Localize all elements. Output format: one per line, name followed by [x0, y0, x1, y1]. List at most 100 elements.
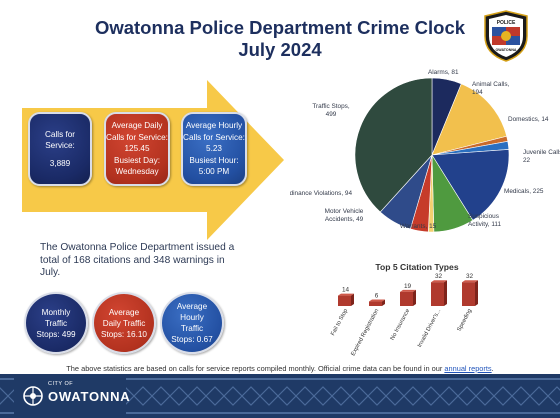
pattern-diamond: [457, 386, 477, 406]
pattern-diamond: [331, 386, 351, 406]
pattern-diamond: [241, 386, 261, 406]
calls-for-service-box: Calls for Service: 3,889: [28, 112, 92, 186]
bar-expired-registration: [369, 301, 382, 306]
pattern-diamond: [295, 386, 315, 406]
daily-traffic-circle: Average Daily Traffic Stops: 16.10: [92, 292, 156, 354]
annual-reports-link[interactable]: annual reports: [444, 364, 492, 373]
daily-traffic-l1: Average: [108, 307, 140, 317]
pattern-diamond: [511, 386, 531, 406]
bar-fail-to-stop: [338, 295, 351, 306]
bar-category-2: No Insurance: [390, 308, 411, 341]
bar-value-2: 19: [404, 283, 412, 290]
pie-slice-traffic-stops: [354, 77, 433, 213]
pie-label-motor-vehicle-accidents: Motor Vehicle Accidents, 49: [325, 208, 364, 223]
average-daily-box: Average Daily Calls for Service: 125.45 …: [104, 112, 170, 186]
pie-label-juvenile-calls: Juvenile Calls,22: [523, 149, 560, 164]
pattern-diamond: [223, 386, 243, 406]
bar-category-1: Expired Registration: [350, 308, 380, 357]
bar-top-0: [338, 293, 354, 296]
pattern-diamond: [133, 386, 153, 406]
hourly-label-1: Average Hourly: [185, 121, 243, 131]
pie-slice-medicals: [431, 149, 510, 221]
pie-label-warrants: Warrants, 15: [400, 223, 437, 230]
pattern-diamond: [385, 386, 405, 406]
pattern-diamond: [547, 386, 560, 406]
pattern-diamond: [403, 386, 423, 406]
monthly-l3: Stops: 499: [36, 329, 76, 339]
pattern-diamond: [205, 386, 225, 406]
bar-category-3: Invalid Driver's...: [417, 308, 443, 349]
footer-note: The above statistics are based on calls …: [0, 364, 560, 373]
daily-label-2: Calls for Service:: [106, 132, 168, 142]
daily-value: 125.45: [124, 144, 150, 154]
bar-top-4: [462, 280, 478, 283]
pie-label-suspicious-activity: Suspicious Activity, 111: [468, 213, 501, 228]
logo-city-text: CITY OF: [48, 381, 74, 387]
pattern-line-bottom: [0, 412, 560, 414]
footer-bar: [0, 374, 560, 418]
pattern-diamond: [0, 387, 9, 405]
hourly-traffic-l1: Average: [176, 302, 208, 311]
busiest-day-value: Wednesday: [115, 167, 159, 177]
footer-note-end: .: [491, 364, 494, 373]
hourly-traffic-l2: Hourly: [180, 313, 204, 322]
daily-traffic-l2: Daily Traffic: [102, 318, 146, 328]
pattern-diamond: [169, 386, 189, 406]
bar-side-0: [351, 293, 354, 306]
pattern-diamond: [151, 386, 171, 406]
pattern-diamond: [187, 386, 207, 406]
hourly-traffic-l4: Stops: 0.67: [171, 335, 213, 344]
calls-value: 3,889: [49, 158, 71, 168]
pie-slice-animal-calls: [431, 83, 508, 156]
busiest-hour-value: 5:00 PM: [198, 167, 230, 177]
average-hourly-box: Average Hourly Calls for Service: 5.23 B…: [181, 112, 247, 186]
busiest-hour-label: Busiest Hour:: [189, 155, 239, 165]
bar-chart-title: Top 5 Citation Types: [375, 262, 458, 272]
pie-label-medicals: Medicals, 225: [504, 188, 544, 195]
pattern-diamond: [349, 386, 369, 406]
city-logo-icon: [23, 386, 43, 406]
hourly-value: 5.23: [206, 144, 222, 154]
pattern-diamond: [475, 386, 495, 406]
busiest-day-label: Busiest Day:: [114, 155, 160, 165]
bar-speeding: [462, 282, 475, 306]
daily-label-1: Average Daily: [111, 121, 163, 131]
daily-traffic-l3: Stops: 16.10: [101, 329, 147, 339]
pattern-diamond: [313, 386, 333, 406]
monthly-l2: Traffic: [44, 318, 68, 328]
badge-top-text: POLICE: [497, 20, 516, 26]
badge-bottom-text: OWATONNA: [495, 48, 516, 52]
police-badge-icon: POLICE OWATONNA: [484, 10, 528, 62]
bar-side-2: [413, 289, 416, 306]
page-title: Owatonna Police Department Crime Clock: [94, 17, 466, 38]
bar-value-0: 14: [342, 287, 350, 294]
pattern-diamond: [421, 386, 441, 406]
bar-invalid-driver-s-: [431, 282, 444, 306]
citations-summary: The Owatonna Police Department issued a …: [40, 242, 235, 278]
page-subtitle: July 2024: [238, 39, 322, 60]
bar-side-1: [382, 299, 385, 306]
pattern-diamond: [259, 386, 279, 406]
bar-value-3: 32: [435, 273, 443, 280]
monthly-l1: Monthly: [41, 307, 71, 317]
bar-value-4: 32: [466, 273, 474, 280]
pattern-diamond: [529, 386, 549, 406]
pattern-diamond: [367, 386, 387, 406]
hourly-label-2: Calls for Service:: [183, 132, 245, 142]
calls-pie-chart: Alarms, 81 Animal Calls, 194 Domestics, 14 J…: [290, 69, 560, 233]
bar-top-2: [400, 289, 416, 292]
pie-label-alarms: Alarms, 81: [428, 69, 459, 76]
bar-side-3: [444, 280, 447, 306]
bar-top-3: [431, 280, 447, 283]
pattern-diamond: [277, 386, 297, 406]
bar-top-1: [369, 299, 385, 302]
bar-no-insurance: [400, 291, 413, 306]
pattern-diamond: [493, 386, 513, 406]
pattern-line-top: [0, 378, 560, 380]
bar-side-4: [475, 280, 478, 306]
hourly-traffic-circle: Average Hourly Traffic Stops: 0.67: [160, 292, 224, 354]
bar-value-1: 6: [375, 293, 379, 300]
hourly-traffic-l3: Traffic: [180, 324, 204, 333]
pie-label-animal-calls: Animal Calls, 194: [472, 81, 510, 96]
monthly-traffic-circle: Monthly Traffic Stops: 499: [24, 292, 88, 354]
